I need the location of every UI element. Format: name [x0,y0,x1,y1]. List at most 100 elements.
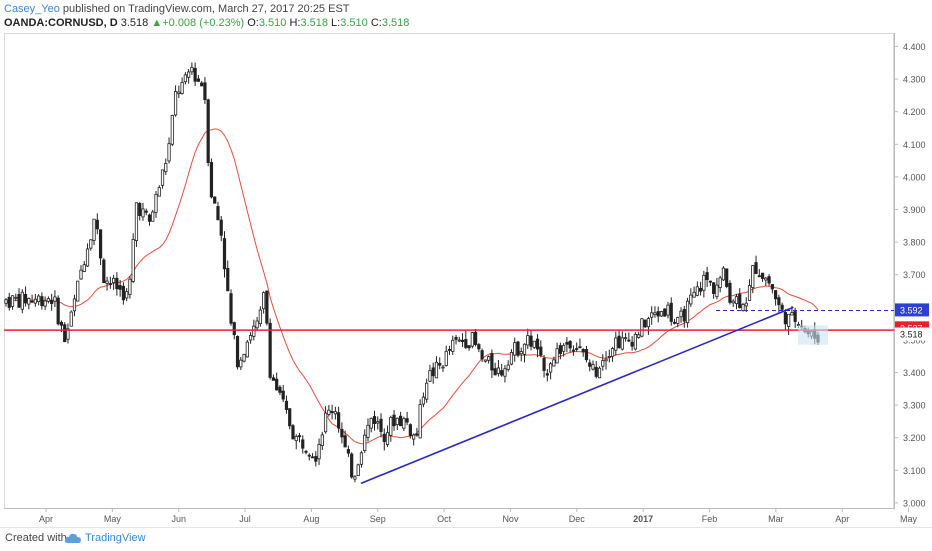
candle-body [728,283,732,303]
candle-body [121,285,125,301]
y-tick-label: 4.200 [903,107,926,117]
y-tick-label: 3.200 [903,433,926,443]
candle-body [438,362,442,366]
candle-body [235,335,240,368]
tradingview-brand[interactable]: TradingView [85,532,146,544]
current-price-highlight [798,325,828,345]
candle-body [705,272,709,281]
candle-body [454,337,458,340]
candle-body [568,341,572,349]
ascending-trendline[interactable] [360,306,794,485]
candle-body [552,359,556,367]
candle-body [535,338,540,350]
candle-body [402,418,406,429]
candle-body [255,320,259,329]
candle-body [653,312,657,316]
candle-body [480,350,484,360]
candle-body [43,300,47,307]
moving-average-line[interactable] [5,128,819,445]
candle-body [620,337,624,350]
candle-body [545,373,549,376]
candle-body [183,74,187,83]
candle-body [157,187,161,197]
candle-body [783,311,787,325]
candle-body [245,341,249,358]
candle-body [754,262,758,275]
high-label: H: [289,17,301,29]
candle-body [604,358,608,362]
candle-body [685,300,690,324]
candle-body [663,308,667,317]
candle-body [513,342,517,356]
candle-body [398,415,403,427]
candle-body [239,359,243,368]
candle-body [581,349,585,353]
candle-body [317,444,321,460]
candle-body [376,421,380,424]
candle-body [271,377,276,381]
candle-body [692,291,696,298]
candle-body [793,311,797,322]
candle-body [718,277,722,288]
candle-body [650,312,654,318]
candle-body [69,311,73,327]
candle-body [741,304,745,311]
candle-body [323,412,328,433]
candle-body [640,318,644,337]
candle-body [591,364,595,370]
candle-body [767,276,771,284]
candle-body [350,453,354,478]
author-link[interactable]: Casey_Yeo [4,3,60,15]
candle-body [392,414,396,427]
candle-body [617,335,621,349]
candle-body [630,341,634,347]
candle-body [268,322,272,378]
candles-layer [4,62,820,483]
candle-body [418,404,422,439]
candle-body [50,299,54,305]
candle-body [118,285,122,290]
candle-body [490,353,494,371]
candle-body [385,432,390,445]
candle-body [193,67,197,82]
candle-body [487,356,491,361]
candle-body [451,339,455,352]
candle-body [154,193,158,213]
candle-body [134,202,139,242]
candle-body [85,248,90,267]
candle-body [506,364,510,370]
candle-body [594,367,598,377]
open-value: 3.510 [258,17,287,29]
candle-body [366,424,370,438]
candle-body [363,434,367,452]
candle-body [112,277,116,284]
candle-body [738,293,742,309]
candle-body [659,311,664,317]
candle-body [314,456,318,462]
candle-body [79,269,83,280]
candle-body [160,169,165,186]
open-label: O: [247,17,259,29]
candle-body [473,331,478,345]
candle-body [389,416,393,436]
candle-body [343,435,347,448]
candle-body [607,355,611,358]
candle-body [108,283,112,285]
candle-body [715,284,719,298]
current-price-badge: 3.518 [900,330,923,340]
candle-body [294,436,298,442]
candle-body [89,239,93,249]
candle-body [578,346,582,349]
candle-body [219,219,223,236]
price-axis: 4.400 4.300 4.200 4.100 4.000 3.900 3.800 3.700… [894,42,926,508]
candle-body [359,452,364,465]
candle-body [477,344,481,350]
candle-body [222,238,227,270]
x-tick-label: Sep [370,514,386,524]
candle-body [252,325,256,337]
drawings-layer [4,306,894,485]
candle-body [229,293,233,324]
symbol-label[interactable]: OANDA:CORNUSD, D [4,17,118,29]
low-value: 3.510 [340,17,368,29]
price-chart[interactable]: 4.400 4.300 4.200 4.100 4.000 3.900 3.800 3.700… [0,0,932,527]
